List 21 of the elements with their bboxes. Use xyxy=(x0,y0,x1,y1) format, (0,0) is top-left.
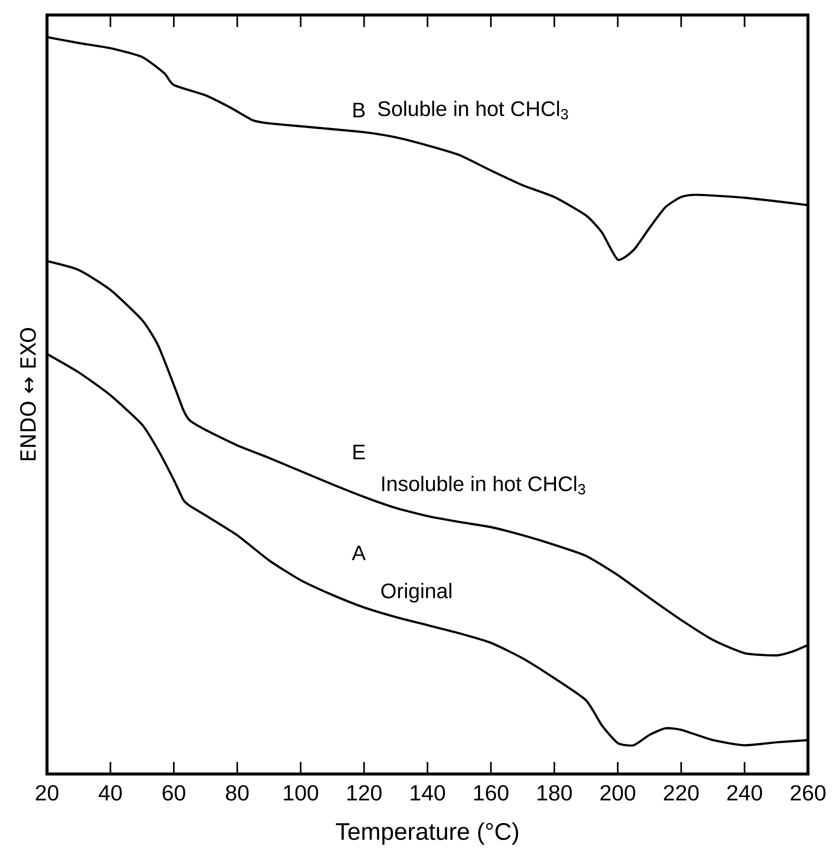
x-axis-title: Temperature (°C) xyxy=(336,822,518,845)
x-tick-label: 140 xyxy=(410,785,445,801)
x-tick-label: 100 xyxy=(284,785,318,801)
annotation: Insoluble in hot CHCl$_{3}$ xyxy=(382,476,586,494)
annotation: E xyxy=(354,444,365,460)
annotation: Original xyxy=(381,582,452,603)
x-tick-label: 60 xyxy=(162,785,186,801)
annotation: A xyxy=(352,546,366,560)
x-tick-label: 260 xyxy=(790,785,826,801)
y-axis-title: ENDO ↔ EXO xyxy=(20,328,36,460)
annotation: B xyxy=(354,102,365,118)
x-tick-label: 40 xyxy=(98,785,122,801)
x-tick-label: 20 xyxy=(36,785,58,801)
x-tick-label: 160 xyxy=(474,785,508,801)
x-tick-label: 200 xyxy=(600,785,636,801)
x-tick-label: 240 xyxy=(727,785,762,801)
annotation: Soluble in hot CHCl$_{3}$ xyxy=(378,100,568,120)
x-tick-label: 80 xyxy=(226,785,249,801)
x-tick-label: 220 xyxy=(664,785,699,801)
x-tick-label: 120 xyxy=(347,785,382,801)
x-tick-label: 180 xyxy=(538,785,572,801)
